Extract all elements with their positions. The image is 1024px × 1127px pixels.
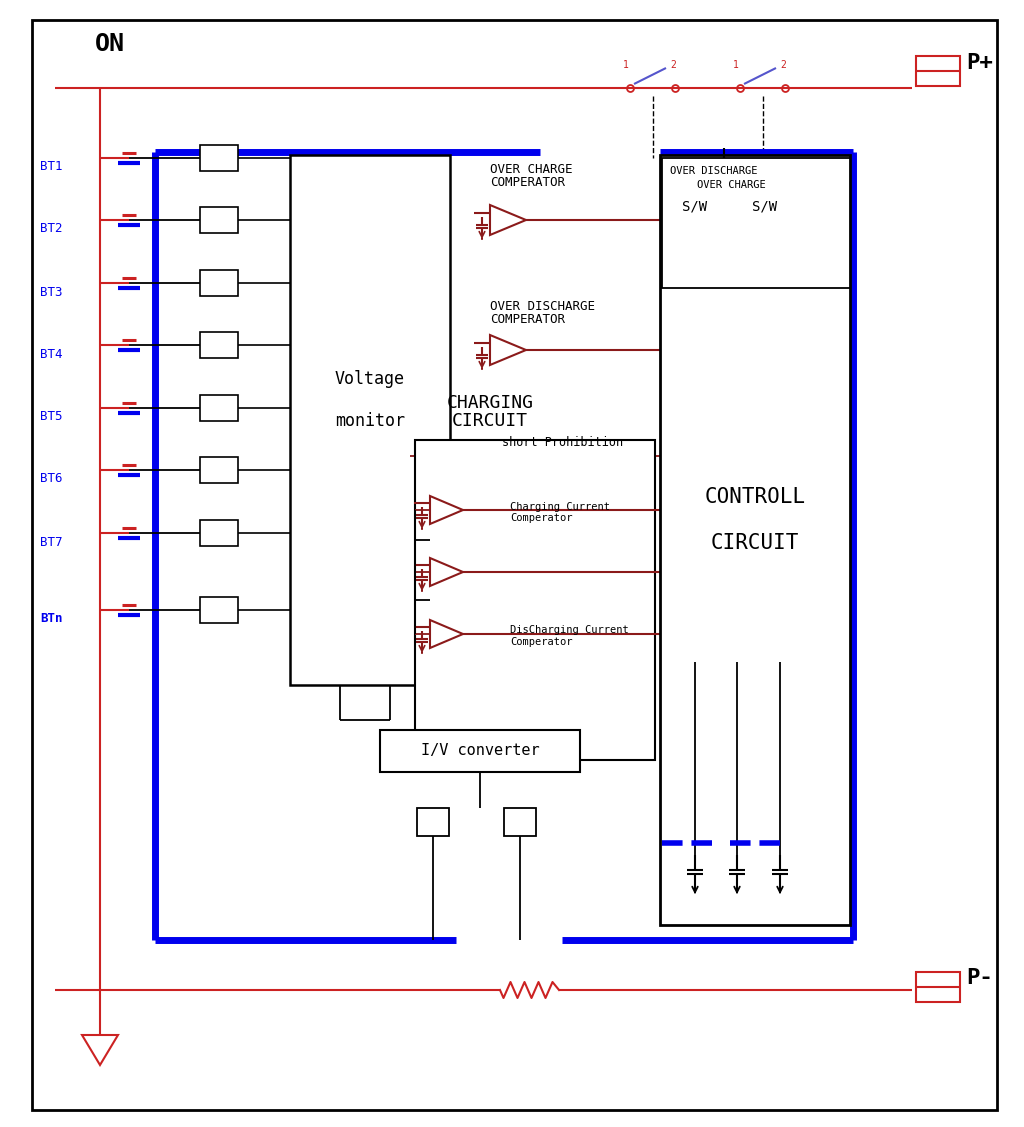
Text: 1: 1 bbox=[733, 60, 739, 70]
Text: BT4: BT4 bbox=[40, 347, 62, 361]
Text: I/V converter: I/V converter bbox=[421, 744, 540, 758]
Bar bbox=[662, 158, 850, 289]
Text: BT6: BT6 bbox=[40, 472, 62, 486]
Bar bbox=[504, 808, 536, 836]
Bar bbox=[660, 156, 850, 925]
Text: short Prohibition: short Prohibition bbox=[502, 436, 624, 449]
Text: DisCharging Current: DisCharging Current bbox=[510, 625, 629, 635]
Text: Charging Current: Charging Current bbox=[510, 502, 610, 512]
Text: BT3: BT3 bbox=[40, 285, 62, 299]
Text: BT5: BT5 bbox=[40, 410, 62, 424]
Text: Voltage

monitor: Voltage monitor bbox=[335, 370, 406, 429]
Bar bbox=[916, 971, 961, 1002]
Bar bbox=[415, 440, 655, 760]
Text: 2: 2 bbox=[780, 60, 786, 70]
Text: P+: P+ bbox=[966, 53, 992, 73]
Text: BTn: BTn bbox=[40, 612, 62, 625]
Text: S/W: S/W bbox=[682, 199, 708, 214]
Text: S/W: S/W bbox=[752, 199, 777, 214]
Bar bbox=[380, 730, 580, 772]
Text: 1: 1 bbox=[623, 60, 629, 70]
Text: OVER CHARGE: OVER CHARGE bbox=[490, 163, 572, 176]
Text: CONTROLL

CIRCUIT: CONTROLL CIRCUIT bbox=[705, 487, 806, 553]
Text: COMPERATOR: COMPERATOR bbox=[490, 313, 565, 326]
Text: OVER DISCHARGE: OVER DISCHARGE bbox=[670, 166, 758, 176]
Text: 2: 2 bbox=[670, 60, 676, 70]
Text: Comperator: Comperator bbox=[510, 513, 572, 523]
Text: ON: ON bbox=[95, 32, 125, 56]
Text: Comperator: Comperator bbox=[510, 637, 572, 647]
Bar bbox=[200, 332, 238, 358]
Text: BT2: BT2 bbox=[40, 222, 62, 236]
Bar bbox=[200, 458, 238, 483]
Bar bbox=[200, 520, 238, 545]
Bar bbox=[200, 394, 238, 421]
Text: BT1: BT1 bbox=[40, 160, 62, 174]
Text: OVER CHARGE: OVER CHARGE bbox=[697, 180, 766, 190]
Bar bbox=[420, 440, 488, 472]
Bar bbox=[417, 808, 449, 836]
Bar bbox=[200, 597, 238, 623]
Bar bbox=[290, 156, 450, 685]
Text: COMPERATOR: COMPERATOR bbox=[490, 176, 565, 189]
Text: P-: P- bbox=[966, 968, 992, 988]
Text: CIRCUIT: CIRCUIT bbox=[452, 412, 528, 431]
Bar bbox=[916, 56, 961, 86]
Text: CHARGING: CHARGING bbox=[446, 394, 534, 412]
Text: OVER DISCHARGE: OVER DISCHARGE bbox=[490, 300, 595, 313]
Bar bbox=[200, 145, 238, 171]
Bar bbox=[200, 207, 238, 233]
Bar bbox=[200, 270, 238, 296]
Text: BT7: BT7 bbox=[40, 535, 62, 549]
